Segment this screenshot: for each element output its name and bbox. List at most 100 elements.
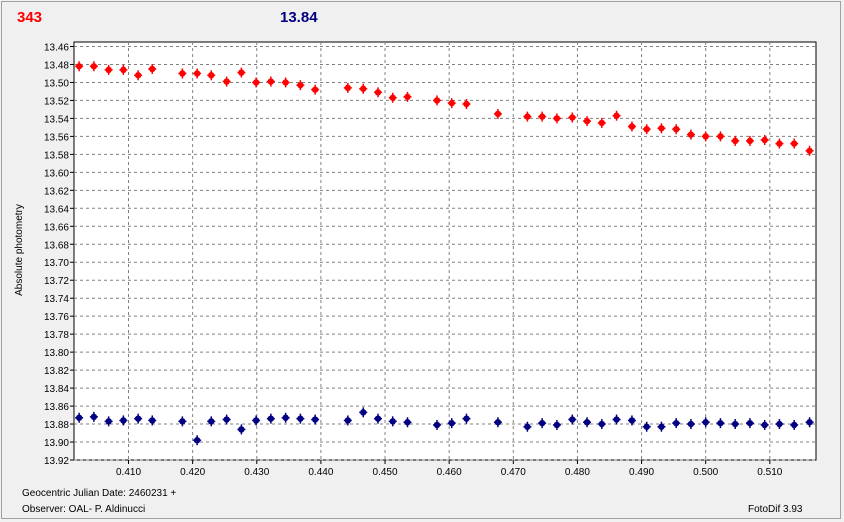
data-point-series-1: [373, 87, 382, 98]
data-points: [75, 61, 814, 446]
data-point-series-1: [89, 61, 98, 72]
y-tick-label: 13.70: [44, 258, 69, 269]
data-point-series-1: [745, 135, 754, 146]
y-tick-label: 13.54: [44, 114, 69, 125]
data-point-series-2: [252, 415, 261, 426]
x-tick-label: 0.500: [693, 467, 718, 478]
x-tick-label: 0.460: [437, 467, 462, 478]
y-tick-label: 13.58: [44, 150, 69, 161]
plot-area: [73, 41, 817, 461]
data-point-series-2: [134, 413, 143, 424]
data-point-series-1: [237, 67, 246, 78]
data-point-series-2: [775, 419, 784, 430]
y-tick-label: 13.72: [44, 276, 69, 287]
data-point-series-2: [716, 418, 725, 429]
data-point-series-2: [760, 419, 769, 430]
data-point-series-2: [686, 419, 695, 430]
data-point-series-1: [523, 111, 532, 122]
data-point-series-1: [552, 113, 561, 124]
data-point-series-1: [657, 123, 666, 134]
data-point-series-1: [790, 138, 799, 149]
y-tick-label: 13.52: [44, 96, 69, 107]
data-point-series-2: [523, 421, 532, 432]
data-point-series-1: [266, 76, 275, 87]
x-tick-label: 0.480: [565, 467, 590, 478]
data-point-series-1: [612, 110, 621, 121]
data-point-series-1: [388, 92, 397, 103]
data-point-series-2: [432, 419, 441, 430]
y-tick-label: 13.86: [44, 402, 69, 413]
data-point-series-2: [568, 414, 577, 425]
data-point-series-2: [343, 415, 352, 426]
data-point-series-1: [207, 70, 216, 81]
axis-ticks: 0.410 0.420 0.430 0.440 0.450 0.460 0.470 0.480…: [44, 42, 783, 478]
x-tick-label: 0.420: [180, 467, 205, 478]
y-tick-label: 13.60: [44, 168, 69, 179]
data-point-series-2: [359, 407, 368, 418]
data-point-series-2: [388, 416, 397, 427]
data-point-series-2: [89, 411, 98, 422]
data-point-series-1: [686, 129, 695, 140]
data-point-series-2: [745, 418, 754, 429]
y-tick-label: 13.68: [44, 240, 69, 251]
data-point-series-2: [193, 435, 202, 446]
data-point-series-2: [627, 415, 636, 426]
data-point-series-2: [612, 414, 621, 425]
x-tick-label: 0.410: [116, 467, 141, 478]
data-point-series-1: [716, 131, 725, 142]
data-point-series-1: [462, 99, 471, 110]
data-point-series-1: [252, 77, 261, 88]
data-point-series-2: [493, 417, 502, 428]
data-point-series-2: [731, 419, 740, 430]
data-point-series-1: [775, 138, 784, 149]
data-point-series-2: [178, 416, 187, 427]
data-point-series-1: [134, 70, 143, 81]
data-point-series-2: [104, 416, 113, 427]
data-point-series-2: [75, 412, 84, 423]
data-point-series-1: [104, 64, 113, 75]
data-point-series-1: [222, 76, 231, 87]
data-point-series-2: [642, 421, 651, 432]
observer-label: Observer: OAL- P. Aldinucci: [22, 504, 146, 515]
y-tick-label: 13.84: [44, 384, 69, 395]
x-tick-label: 0.510: [757, 467, 782, 478]
data-point-series-2: [148, 415, 157, 426]
data-point-series-1: [583, 116, 592, 127]
y-tick-label: 13.46: [44, 42, 69, 53]
y-axis-label: Absolute photometry: [14, 204, 25, 296]
data-point-series-2: [403, 417, 412, 428]
data-point-series-2: [311, 414, 320, 425]
data-point-series-2: [222, 414, 231, 425]
data-point-series-2: [447, 418, 456, 429]
data-point-series-2: [296, 413, 305, 424]
data-point-series-1: [403, 91, 412, 102]
x-tick-label: 0.450: [373, 467, 398, 478]
y-tick-label: 13.90: [44, 438, 69, 449]
data-point-series-2: [552, 419, 561, 430]
y-tick-label: 13.88: [44, 420, 69, 431]
header-left-value: 343: [17, 9, 43, 26]
data-point-series-2: [207, 416, 216, 427]
y-tick-label: 13.48: [44, 60, 69, 71]
data-point-series-1: [296, 80, 305, 91]
data-point-series-1: [701, 131, 710, 142]
julian-date-label: Geocentric Julian Date: 2460231 +: [22, 488, 177, 499]
x-tick-label: 0.490: [629, 467, 654, 478]
data-point-series-2: [237, 424, 246, 435]
y-tick-label: 13.76: [44, 312, 69, 323]
y-tick-label: 13.80: [44, 348, 69, 359]
data-point-series-2: [597, 419, 606, 430]
data-point-series-2: [805, 417, 814, 428]
data-point-series-1: [359, 83, 368, 94]
y-tick-label: 13.66: [44, 222, 69, 233]
y-tick-label: 13.62: [44, 186, 69, 197]
data-point-series-2: [657, 421, 666, 432]
data-point-series-1: [432, 95, 441, 106]
data-point-series-1: [75, 61, 84, 72]
data-point-series-1: [119, 64, 128, 75]
data-point-series-2: [266, 413, 275, 424]
data-point-series-1: [805, 145, 814, 156]
data-point-series-1: [193, 68, 202, 79]
data-point-series-2: [701, 417, 710, 428]
